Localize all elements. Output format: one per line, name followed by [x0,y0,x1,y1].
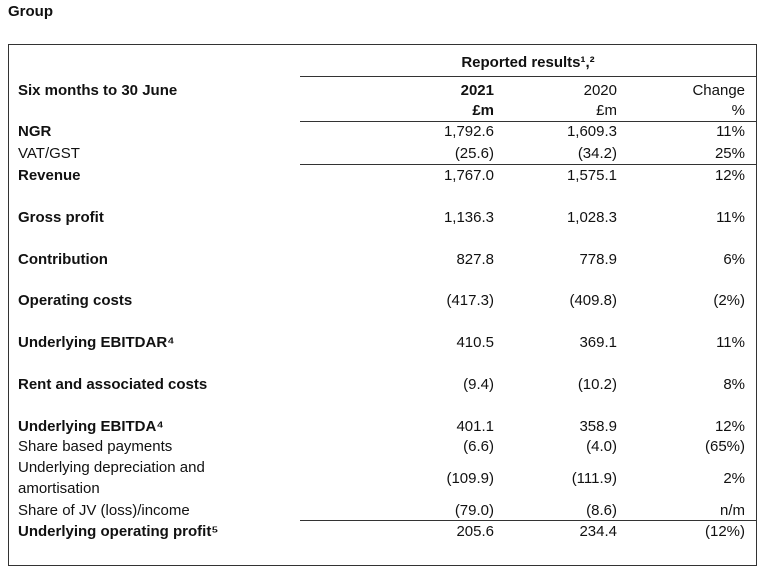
cell-value: 11% [716,123,745,140]
row-label: Underlying EBITDAR⁴ [18,334,175,351]
cell-value: (111.9) [571,470,617,487]
row-label: Underlying EBITDA⁴ [18,418,164,435]
rule [300,121,756,122]
cell-value: 1,767.0 [443,167,494,184]
cell-value: 11% [716,209,745,226]
cell-value: 410.5 [456,334,494,351]
row-label: Gross profit [18,209,104,226]
cell-value: 12% [714,418,745,435]
row-label: Share of JV (loss)/income [18,502,190,519]
cell-value: (79.0) [454,502,494,519]
row-label: Share based payments [18,438,173,455]
column-header: 2021 [460,82,494,99]
cell-value: (9.4) [463,376,494,393]
row-label: Revenue [18,167,81,184]
title: Group [8,3,53,20]
page: Group Reported results¹,² Six months to 3… [8,3,757,566]
cell-value: 1,028.3 [566,209,617,226]
cell-value: (8.6) [586,502,617,519]
cell-value: (4.0) [586,438,617,455]
cell-value: (109.9) [446,470,494,487]
cell-value: (417.3) [446,292,494,309]
cell-value: 358.9 [579,418,617,435]
cell-value: (2%) [713,292,745,309]
cell-value: 205.6 [456,523,494,540]
row-label: Underlying operating profit⁵ [18,523,219,540]
row-label: Rent and associated costs [18,376,208,393]
cell-value: (12%) [704,523,745,540]
row-label: VAT/GST [18,145,80,162]
cell-value: 8% [723,376,745,393]
cell-value: 11% [716,334,745,351]
cell-value: 234.4 [579,523,617,540]
unit-label: £m [596,102,617,119]
cell-value: (65%) [704,438,745,455]
cell-value: 401.1 [456,418,494,435]
cell-value: 1,609.3 [566,123,617,140]
cell-value: 1,136.3 [443,209,494,226]
row-label: NGR [18,123,52,140]
cell-value: 827.8 [456,251,494,268]
cell-value: (25.6) [454,145,494,162]
row-label: Underlying depreciation and amortisation [18,459,205,497]
cell-value: 369.1 [579,334,617,351]
rule [300,76,756,77]
group-header: Reported results¹,² [461,54,595,71]
cell-value: 1,575.1 [566,167,617,184]
cell-value: (6.6) [463,438,494,455]
rule [300,520,756,521]
cell-value: n/m [719,502,745,519]
column-header: Six months to 30 June [18,82,178,99]
rule [300,164,756,165]
cell-value: 1,792.6 [443,123,494,140]
cell-value: 6% [723,251,745,268]
unit-label: £m [472,102,494,119]
cell-value: (409.8) [569,292,617,309]
cell-value: 778.9 [579,251,617,268]
cell-value: 2% [723,470,745,487]
cell-value: 12% [714,167,745,184]
row-label: Operating costs [18,292,133,309]
column-header: Change [692,82,745,99]
unit-label: % [731,102,745,119]
cell-value: (10.2) [577,376,617,393]
column-header: 2020 [583,82,617,99]
cell-value: 25% [714,145,745,162]
cell-value: (34.2) [577,145,617,162]
row-label: Contribution [18,251,108,268]
